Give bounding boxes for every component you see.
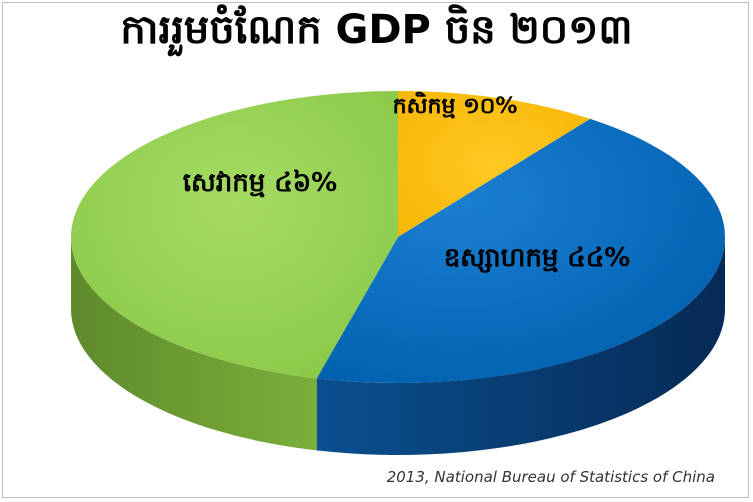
slice-industry-side bbox=[316, 237, 725, 455]
pie-top-faces bbox=[71, 91, 725, 384]
slice-services-label: សេវាកម្ម ៤៦% bbox=[183, 168, 337, 198]
slice-agriculture bbox=[398, 91, 591, 237]
source-note: 2013, National Bureau of Statistics of C… bbox=[386, 468, 715, 486]
slice-industry bbox=[316, 118, 725, 384]
pie-sides bbox=[71, 237, 725, 455]
slice-services-side bbox=[71, 237, 317, 451]
chart-title: ការរួមចំណែក GDP ចិន ២០១៣ bbox=[120, 7, 633, 53]
slice-services bbox=[71, 91, 398, 379]
pie-labels: កសិកម្ម ១០% ឧស្សាហកម្ម ៤៤% សេវាកម្ម ៤៦% bbox=[183, 91, 631, 273]
slice-agriculture-label: កសិកម្ម ១០% bbox=[393, 91, 518, 119]
slice-industry-label: ឧស្សាហកម្ម ៤៤% bbox=[444, 243, 631, 273]
